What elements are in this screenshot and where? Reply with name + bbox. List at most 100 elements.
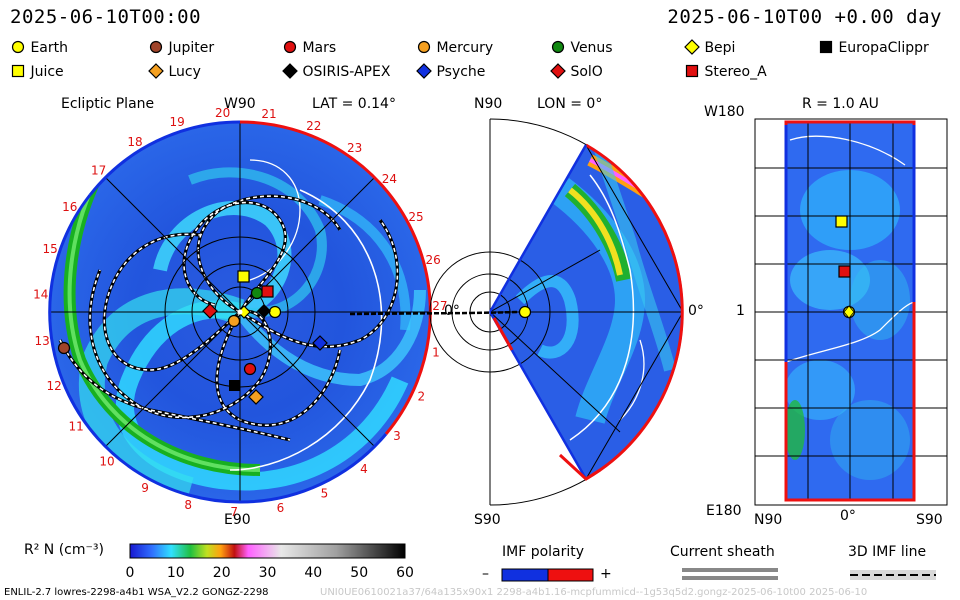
colorbar-tick-label: 0 xyxy=(126,565,135,581)
mercury-marker xyxy=(227,314,241,328)
carrington-tick: 1 xyxy=(432,345,440,359)
meridional-top-label: N90 xyxy=(474,96,503,112)
diamond-icon xyxy=(684,39,700,55)
carrington-tick: 8 xyxy=(184,498,192,512)
legend-item-jupiter: Jupiter xyxy=(148,39,214,56)
carrington-tick: 23 xyxy=(347,141,362,155)
colorbar-ticks: 0 10 20 30 40 50 60 xyxy=(126,565,414,581)
carrington-tick: 16 xyxy=(62,200,77,214)
carrington-tick: 11 xyxy=(69,420,84,434)
earth-marker xyxy=(268,305,282,319)
radial-left-mid: 1 xyxy=(736,303,745,319)
colorbar-tick-label: 10 xyxy=(167,565,185,581)
meridional-bottom-label: S90 xyxy=(474,512,501,528)
stereo-a-marker-radial xyxy=(838,265,851,278)
circle-icon xyxy=(283,40,297,54)
jupiter-marker xyxy=(57,341,71,355)
carrington-tick: 6 xyxy=(277,501,285,515)
sun-marker xyxy=(237,309,243,315)
legend-item-mercury: Mercury xyxy=(416,39,493,56)
carrington-tick: 13 xyxy=(34,334,49,348)
carrington-tick: 4 xyxy=(360,462,368,476)
carrington-tick: 5 xyxy=(321,486,329,500)
diamond-icon xyxy=(550,63,566,79)
current-sheath-swatch xyxy=(682,568,778,580)
legend-label: Juice xyxy=(26,64,64,80)
legend-label: Psyche xyxy=(432,64,486,80)
timestamp-left: 2025-06-10T00:00 xyxy=(10,6,202,28)
colorbar: 0 10 20 30 40 50 60 xyxy=(126,543,414,581)
imf-polarity-bar xyxy=(501,568,594,582)
radial-r-label: R = 1.0 AU xyxy=(802,96,879,112)
imf-line-title: 3D IMF line xyxy=(848,544,927,560)
legend-label: Venus xyxy=(566,40,613,56)
circle-icon xyxy=(149,40,163,54)
colorbar-tick-label: 50 xyxy=(350,565,368,581)
legend-label: EuropaClippr xyxy=(834,40,929,56)
carrington-tick: 22 xyxy=(306,119,321,133)
legend-label: SolO xyxy=(566,64,603,80)
carrington-tick: 7 xyxy=(230,505,238,519)
meridional-panel xyxy=(429,118,684,506)
imf-line-swatch xyxy=(850,570,936,580)
legend-item-earth: Earth xyxy=(10,39,68,56)
carrington-tick-labels: 20 21222324252627123456789101112131415161… xyxy=(33,106,447,519)
diamond-icon xyxy=(148,63,164,79)
diamond-icon xyxy=(416,63,432,79)
square-icon xyxy=(685,64,699,78)
carrington-tick: 27 xyxy=(432,299,447,313)
legend-label: Bepi xyxy=(700,40,736,56)
legend-label: Mercury xyxy=(432,40,494,56)
carrington-tick: 21 xyxy=(261,107,276,121)
circle-icon xyxy=(551,40,565,54)
colorbar-tick-label: 20 xyxy=(213,565,231,581)
circle-icon xyxy=(11,40,25,54)
osiris-apex-marker xyxy=(257,304,271,318)
bepi-marker-radial xyxy=(843,305,855,319)
legend-label: OSIRIS-APEX xyxy=(298,64,391,80)
square-icon xyxy=(11,64,25,78)
imf-polarity-minus: – xyxy=(482,566,489,582)
carrington-tick: 9 xyxy=(141,481,149,495)
lucy-marker xyxy=(248,389,264,405)
legend-label: Mars xyxy=(298,40,337,56)
carrington-tick: 24 xyxy=(382,172,397,186)
legend-item-bepi: Bepi xyxy=(684,39,735,56)
legend-item-psyche: Psyche xyxy=(416,63,485,80)
footer-right: UNI0UE0610021a37/64a135x90x1 2298-a4b1.1… xyxy=(320,587,868,598)
carrington-tick: 17 xyxy=(91,164,106,178)
ecliptic-objects xyxy=(57,270,328,405)
imf-polarity-plus: + xyxy=(600,566,612,582)
carrington-tick: 2 xyxy=(417,390,425,404)
carrington-tick: 12 xyxy=(46,379,61,393)
radial-top-left: W180 xyxy=(704,104,745,120)
carrington-tick: 3 xyxy=(393,429,401,443)
legend-item-juice: Juice xyxy=(10,63,64,80)
colorbar-tick-label: 40 xyxy=(304,565,322,581)
legend-item-stereo-a: Stereo_A xyxy=(684,63,767,80)
colorbar-tick-label: 60 xyxy=(396,565,414,581)
carrington-tick: 15 xyxy=(43,242,58,256)
meridional-zero-label: 0° xyxy=(688,303,704,319)
timestamp-right: 2025-06-10T00 +0.00 day xyxy=(667,6,942,28)
carrington-tick: 25 xyxy=(408,210,423,224)
legend-item-venus: Venus xyxy=(550,39,613,56)
stereo-a-marker xyxy=(261,285,274,298)
juice-marker xyxy=(237,270,250,283)
ecliptic-title: Ecliptic Plane xyxy=(61,96,155,112)
solo-marker xyxy=(202,303,218,319)
carrington-tick: 14 xyxy=(33,288,48,302)
radial-bottom-left: E180 xyxy=(706,503,742,519)
colorbar-label: R² N (cm⁻³) xyxy=(24,542,104,558)
legend-label: Stereo_A xyxy=(700,64,767,80)
legend-label: Earth xyxy=(26,40,68,56)
colorbar-tick-label: 30 xyxy=(259,565,277,581)
mars-marker xyxy=(243,362,257,376)
imf-polarity-title: IMF polarity xyxy=(502,544,585,560)
carrington-tick: 18 xyxy=(127,135,142,149)
diamond-icon xyxy=(282,63,298,79)
radial-panel xyxy=(754,118,948,506)
radial-x-label-s90: S90 xyxy=(916,512,943,528)
europaclipper-marker xyxy=(229,380,240,391)
legend-item-solo: SolO xyxy=(550,63,603,80)
